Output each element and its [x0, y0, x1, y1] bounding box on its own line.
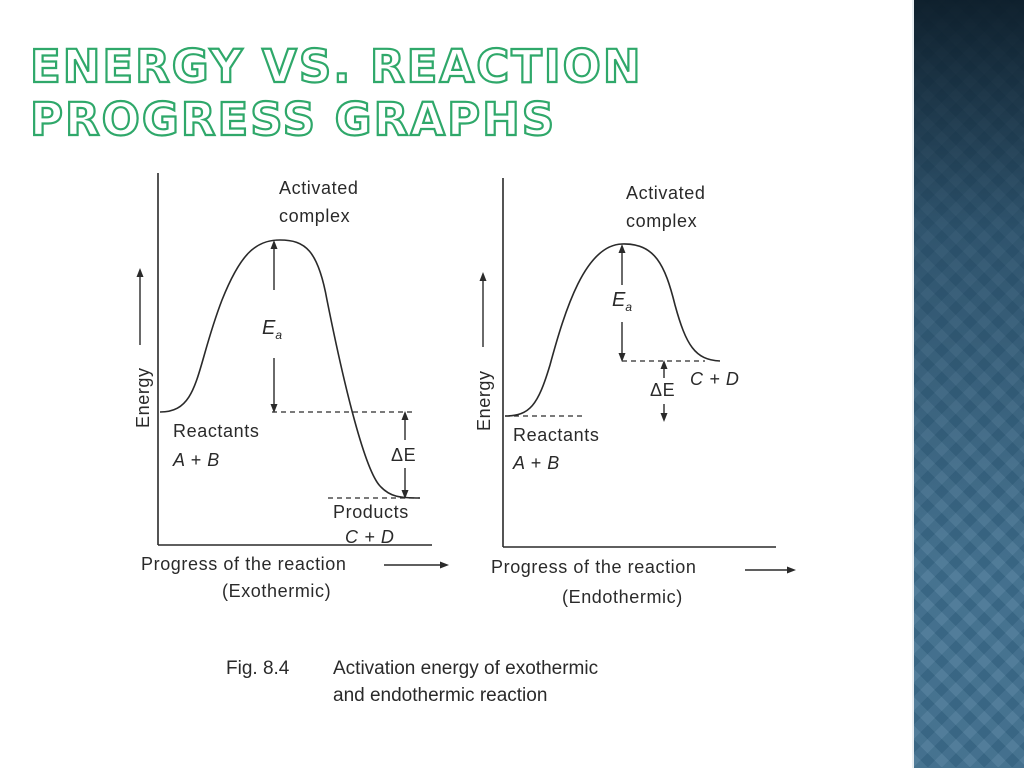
- exo-y-axis-label: Energy: [133, 367, 153, 428]
- exo-reaction-type: (Exothermic): [222, 581, 331, 601]
- exo-delta-e-label: ΔE: [391, 445, 416, 465]
- decorative-sidebar: [912, 0, 1024, 768]
- slide-title: ENERGY VS. REACTION PROGRESS GRAPHS: [29, 39, 643, 147]
- endo-reaction-type: (Endothermic): [562, 587, 683, 607]
- endo-reactants-label: Reactants: [513, 425, 599, 445]
- caption-line1: Activation energy of exothermic: [333, 658, 598, 679]
- endo-y-axis-label: Energy: [474, 370, 494, 431]
- exo-products-formula: C + D: [345, 527, 395, 547]
- endo-ea-label: Ea: [612, 289, 632, 314]
- endo-delta-e-label: ΔE: [650, 380, 675, 400]
- exo-ea-label: Ea: [262, 317, 282, 342]
- exo-activated-complex-line1: Activated: [279, 178, 358, 198]
- exo-reactants-formula: A + B: [172, 450, 220, 470]
- endothermic-panel: Energy Ea ΔE C + D Activated complex Rea…: [474, 178, 796, 607]
- endo-reactants-formula: A + B: [512, 453, 560, 473]
- exo-products-label: Products: [333, 502, 409, 522]
- endo-energy-curve: [504, 243, 721, 417]
- energy-diagram-figure: Energy Ea ΔE Activated complex Reactants…: [133, 173, 796, 706]
- caption-line2: and endothermic reaction: [333, 685, 547, 706]
- exothermic-panel: Energy Ea ΔE Activated complex Reactants…: [133, 173, 449, 601]
- exo-x-axis-label: Progress of the reaction: [141, 554, 347, 574]
- endo-activated-complex-line1: Activated: [626, 183, 705, 203]
- endo-x-axis-label: Progress of the reaction: [491, 557, 697, 577]
- exo-energy-curve: [159, 239, 421, 499]
- figure-caption: Fig. 8.4 Activation energy of exothermic…: [226, 658, 598, 706]
- exo-activated-complex-line2: complex: [279, 206, 350, 226]
- endo-products-formula: C + D: [690, 369, 740, 389]
- caption-number: Fig. 8.4: [226, 658, 290, 679]
- endo-activated-complex-line2: complex: [626, 211, 697, 231]
- exo-reactants-label: Reactants: [173, 421, 259, 441]
